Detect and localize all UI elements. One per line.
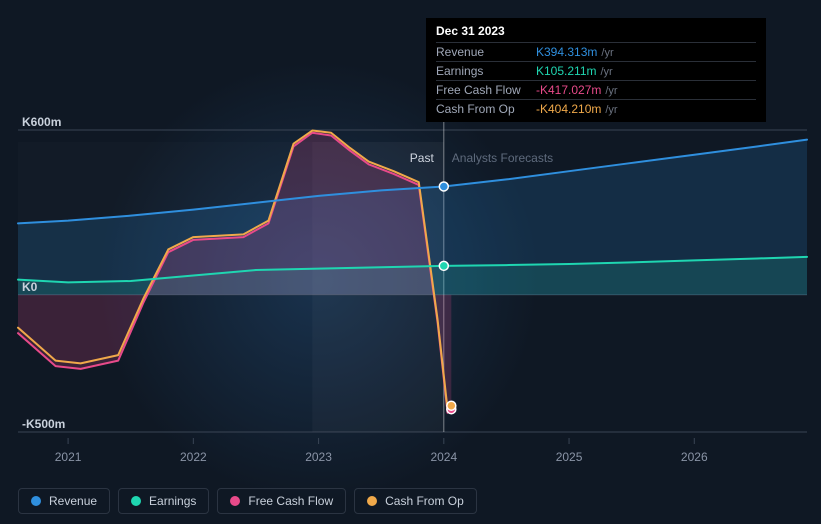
tooltip-row-unit: /yr [601, 47, 613, 59]
tooltip-row-unit: /yr [605, 85, 617, 97]
legend-label: Cash From Op [385, 494, 464, 508]
x-axis-label: 2024 [430, 450, 457, 464]
legend-item-free-cash-flow[interactable]: Free Cash Flow [217, 488, 346, 514]
legend-item-revenue[interactable]: Revenue [18, 488, 110, 514]
tooltip-row-unit: /yr [601, 66, 613, 78]
tooltip-row: Free Cash Flow-K417.027m/yr [436, 80, 756, 99]
tooltip: Dec 31 2023 RevenueK394.313m/yrEarningsK… [426, 18, 766, 122]
legend-label: Earnings [149, 494, 196, 508]
tooltip-row: Cash From Op-K404.210m/yr [436, 99, 756, 118]
revenue-marker [439, 182, 448, 191]
chart-container: K600m K0 -K500m 2021 2022 2023 2024 2025 2026 P… [0, 0, 821, 524]
tooltip-row: EarningsK105.211m/yr [436, 61, 756, 80]
tooltip-row-label: Earnings [436, 64, 536, 78]
legend-label: Free Cash Flow [248, 494, 333, 508]
tooltip-row-value: -K417.027m [536, 83, 601, 97]
legend-swatch [230, 496, 240, 506]
x-axis-label: 2022 [180, 450, 207, 464]
y-axis-label: K0 [22, 280, 37, 294]
tooltip-row-label: Cash From Op [436, 102, 536, 116]
tooltip-row-value: K105.211m [536, 64, 597, 78]
past-label: Past [410, 151, 434, 165]
tooltip-title: Dec 31 2023 [436, 24, 756, 42]
tooltip-row-label: Revenue [436, 45, 536, 59]
forecast-label: Analysts Forecasts [452, 151, 553, 165]
legend-swatch [367, 496, 377, 506]
tooltip-row-value: K394.313m [536, 45, 597, 59]
legend-label: Revenue [49, 494, 97, 508]
y-axis-label: K600m [22, 115, 61, 129]
tooltip-row-label: Free Cash Flow [436, 83, 536, 97]
tooltip-row-value: -K404.210m [536, 102, 601, 116]
cash_from_op-marker [447, 401, 456, 410]
x-axis-label: 2026 [681, 450, 708, 464]
legend-item-cash-from-op[interactable]: Cash From Op [354, 488, 477, 514]
y-axis-label: -K500m [22, 417, 65, 431]
legend-swatch [131, 496, 141, 506]
legend-swatch [31, 496, 41, 506]
earnings-marker [439, 261, 448, 270]
tooltip-row: RevenueK394.313m/yr [436, 42, 756, 61]
x-axis-label: 2021 [55, 450, 82, 464]
legend-item-earnings[interactable]: Earnings [118, 488, 209, 514]
tooltip-row-unit: /yr [605, 104, 617, 116]
x-axis-label: 2025 [556, 450, 583, 464]
legend: Revenue Earnings Free Cash Flow Cash From O… [18, 488, 477, 514]
x-axis-label: 2023 [305, 450, 332, 464]
